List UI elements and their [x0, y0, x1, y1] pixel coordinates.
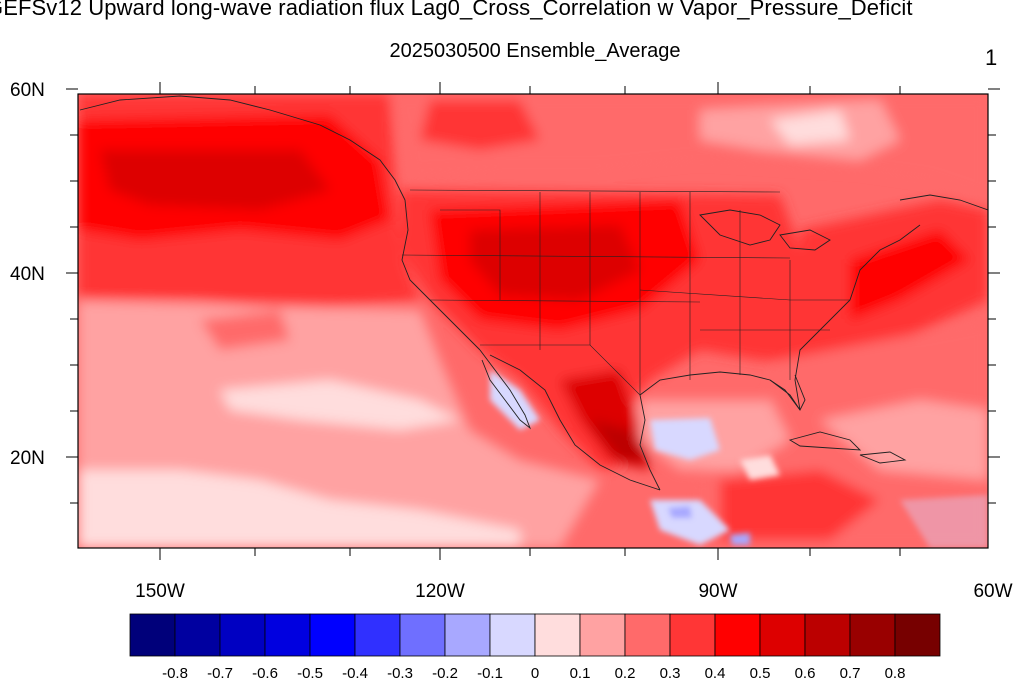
- colorbar-tick-label: 0.8: [884, 665, 906, 682]
- colorbar: [129, 613, 941, 657]
- colorbar-tick-label: -0.2: [432, 665, 458, 682]
- colorbar-tick-label: -0.7: [207, 665, 233, 682]
- colorbar-swatch: [489, 613, 536, 657]
- map-title: GEFSv12 Upward long-wave radiation flux …: [0, 0, 913, 20]
- colorbar-tick-label: 0.6: [794, 665, 816, 682]
- colorbar-tick-label: -0.1: [477, 665, 503, 682]
- panel-number: 1: [985, 45, 998, 70]
- colorbar-swatch: [534, 613, 581, 657]
- lon-label-120w: 120W: [415, 581, 465, 602]
- coastlines: [79, 95, 988, 491]
- colorbar-swatch: [444, 613, 491, 657]
- colorbar-swatch: [579, 613, 626, 657]
- lat-label-60n: 60N: [10, 80, 45, 101]
- colorbar-swatch: [849, 613, 896, 657]
- colorbar-swatch: [399, 613, 446, 657]
- colorbar-tick-label: -0.4: [342, 665, 368, 682]
- colorbar-tick-label: 0.4: [704, 665, 726, 682]
- lon-label-60w: 60W: [973, 581, 1012, 602]
- map-subtitle: 2025030500 Ensemble_Average: [389, 40, 681, 62]
- colorbar-swatch: [624, 613, 671, 657]
- colorbar-swatch: [894, 613, 941, 657]
- colorbar-tick-label: -0.8: [162, 665, 188, 682]
- colorbar-swatch: [309, 613, 356, 657]
- colorbar-tick-label: 0.1: [569, 665, 591, 682]
- map-frame: [77, 93, 989, 549]
- lat-label-20n: 20N: [10, 448, 45, 469]
- colorbar-tick-label: 0.3: [659, 665, 681, 682]
- colorbar-swatch: [759, 613, 806, 657]
- state-borders: [401, 189, 850, 396]
- colorbar-swatch: [714, 613, 761, 657]
- map-field: [78, 94, 988, 548]
- colorbar-swatch: [129, 613, 176, 657]
- colorbar-swatch: [354, 613, 401, 657]
- lon-label-150w: 150W: [135, 581, 185, 602]
- colorbar-swatch: [264, 613, 311, 657]
- colorbar-tick-label: 0: [530, 665, 540, 682]
- lon-ticks: [159, 82, 901, 560]
- colorbar-tick-label: 0.7: [839, 665, 861, 682]
- colorbar-swatch: [174, 613, 221, 657]
- colorbar-swatch: [219, 613, 266, 657]
- lat-ticks: [66, 88, 1000, 504]
- colorbar-tick-label: 0.2: [614, 665, 636, 682]
- colorbar-tick-label: -0.5: [297, 665, 323, 682]
- colorbar-swatch: [804, 613, 851, 657]
- colorbar-tick-label: 0.5: [749, 665, 771, 682]
- lon-label-90w: 90W: [698, 581, 737, 602]
- colorbar-tick-label: -0.3: [387, 665, 413, 682]
- colorbar-tick-label: -0.6: [252, 665, 278, 682]
- lat-label-40n: 40N: [10, 264, 45, 285]
- colorbar-swatch: [669, 613, 716, 657]
